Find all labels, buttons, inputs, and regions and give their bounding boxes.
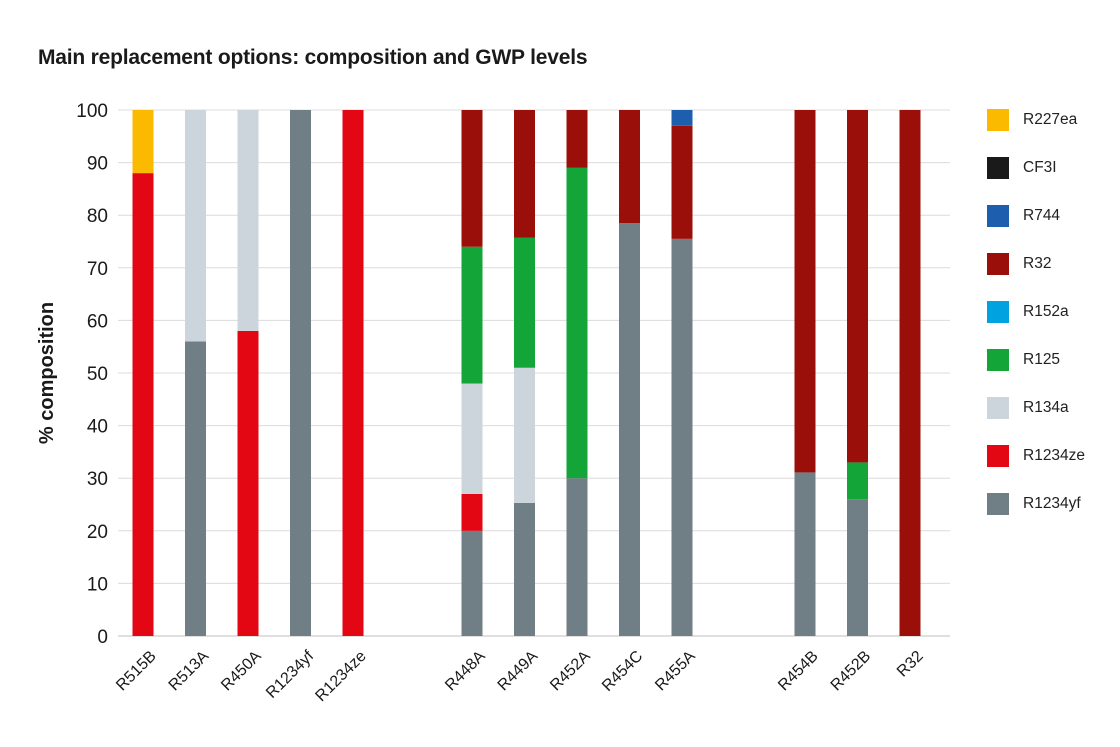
bar-segment-r32-r452a — [566, 110, 588, 168]
y-tick-label: 20 — [87, 522, 108, 543]
legend-item: R744 — [987, 204, 1060, 228]
bars — [132, 110, 921, 636]
y-tick-label: 10 — [87, 574, 108, 595]
bar-segment-r1234yf-r452b — [847, 499, 868, 636]
bar-segment-r32-r455a — [671, 125, 693, 239]
x-tick-label: R1234yf — [263, 647, 318, 702]
bar-segment-r227ea-r515b — [132, 110, 154, 174]
bar-segment-r134a-r448a — [461, 383, 483, 494]
bar-segment-r1234ze-r448a — [461, 493, 483, 531]
bar-segment-r1234yf-r1234yf — [290, 110, 311, 636]
bar-segment-r134a-r450a — [237, 110, 259, 331]
x-tick-label: R449A — [495, 647, 542, 694]
legend-label: R1234yf — [1023, 495, 1081, 512]
y-tick-label: 50 — [87, 364, 108, 385]
legend-label: R1234ze — [1023, 447, 1086, 464]
legend-item: R125 — [987, 348, 1060, 372]
y-tick-label: 30 — [87, 469, 108, 490]
y-axis-label: % composition — [36, 302, 58, 444]
y-tick-label: 40 — [87, 417, 108, 438]
legend-swatch — [987, 349, 1009, 371]
bar-segment-r125-r448a — [461, 246, 483, 384]
legend-swatch — [987, 301, 1009, 323]
legend-label: R134a — [1023, 399, 1069, 416]
bar-segment-r1234yf-r455a — [671, 238, 693, 636]
bar-segment-r32-r452b — [847, 110, 868, 463]
x-tick-label: R455A — [652, 647, 699, 694]
chart-title: Main replacement options: composition an… — [38, 46, 588, 69]
bar-segment-r1234yf-r452a — [566, 478, 588, 636]
x-tick-label: R513A — [166, 647, 213, 694]
bar-segment-r1234ze-r515b — [132, 173, 154, 636]
y-tick-label: 0 — [97, 627, 108, 648]
x-tick-label: R1234ze — [312, 648, 369, 705]
bar-segment-r1234yf-r513a — [185, 341, 206, 636]
x-tick-label: R454C — [599, 648, 646, 695]
bar-segment-r125-r452b — [847, 462, 868, 500]
bar-segment-r1234yf-r454c — [619, 223, 640, 636]
x-tick-label: R448A — [442, 647, 489, 694]
y-tick-label: 100 — [76, 101, 108, 122]
legend-swatch — [987, 205, 1009, 227]
x-tick-label: R515B — [113, 648, 160, 695]
bar-segment-r32-r448a — [461, 110, 483, 247]
x-tick-label: R32 — [894, 648, 927, 681]
legend-swatch — [987, 157, 1009, 179]
bar-segment-r32-r449a — [514, 110, 535, 238]
legend-item: R134a — [987, 396, 1069, 420]
bar-segment-r1234yf-r449a — [514, 502, 535, 636]
y-axis-ticks: 0 10 20 30 40 50 60 70 80 90 100 — [76, 101, 108, 648]
bar-segment-r32-r32 — [899, 110, 921, 636]
bar-segment-r32-r454c — [619, 110, 640, 224]
bar-segment-r1234yf-r448a — [461, 530, 483, 636]
x-tick-label: R452A — [547, 647, 594, 694]
legend-swatch — [987, 253, 1009, 275]
legend-label: R125 — [1023, 351, 1061, 368]
y-tick-label: 90 — [87, 154, 108, 175]
y-tick-label: 60 — [87, 311, 108, 332]
legend-label: R744 — [1023, 207, 1061, 224]
legend-swatch — [987, 109, 1009, 131]
x-tick-label: R454B — [775, 648, 822, 695]
legend-swatch — [987, 397, 1009, 419]
bar-segment-r1234ze-r1234ze — [342, 110, 364, 636]
bar-segment-r125-r452a — [566, 167, 588, 479]
x-tick-label: R452B — [828, 648, 875, 695]
legend-item: R152a — [987, 300, 1069, 324]
legend-label: R32 — [1023, 255, 1052, 272]
bar-segment-r125-r449a — [514, 237, 535, 368]
legend-label: CF3I — [1023, 159, 1057, 176]
legend-item: R32 — [987, 252, 1051, 276]
y-tick-label: 80 — [87, 206, 108, 227]
bar-segment-r1234ze-r450a — [237, 330, 259, 636]
legend-swatch — [987, 445, 1009, 467]
bar-segment-r134a-r513a — [185, 110, 206, 342]
legend-label: R152a — [1023, 303, 1069, 320]
bar-segment-r744-r455a — [671, 110, 693, 126]
legend-item: R1234ze — [987, 444, 1085, 468]
legend-item: R227ea — [987, 108, 1077, 132]
legend-swatch — [987, 493, 1009, 515]
y-tick-label: 70 — [87, 259, 108, 280]
bar-segment-r32-r454b — [794, 110, 816, 473]
bar-segment-r134a-r449a — [514, 367, 535, 503]
legend-label: R227ea — [1023, 111, 1078, 128]
legend-item: R1234yf — [987, 492, 1081, 516]
x-tick-label: R450A — [218, 647, 265, 694]
legend-item: CF3I — [987, 156, 1057, 180]
bar-segment-r1234yf-r454b — [794, 472, 816, 636]
